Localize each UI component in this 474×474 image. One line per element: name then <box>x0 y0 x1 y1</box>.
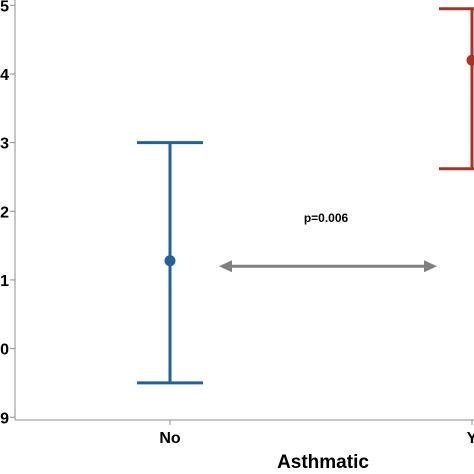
x-tick-label: Y <box>467 430 474 447</box>
x-tick-label: No <box>159 430 181 447</box>
y-tick-label: 1 <box>0 273 9 290</box>
comparison-arrow-head-right <box>424 260 437 273</box>
mean-point-yes <box>466 54 474 66</box>
x-axis-title: Asthmatic <box>277 452 369 473</box>
y-tick-label: 5 <box>0 0 9 15</box>
y-tick-label: 3 <box>0 136 9 153</box>
y-tick-label: 0 <box>0 342 9 359</box>
y-tick-label: 2 <box>0 204 9 221</box>
comparison-annotation: p=0.006 <box>219 211 437 273</box>
p-value-label: p=0.006 <box>304 211 349 225</box>
y-tick-label: 9 <box>0 410 9 427</box>
error-bars <box>137 7 474 385</box>
y-axis-ticks: 9 0 1 2 3 4 5 <box>0 0 15 427</box>
mean-point-no <box>164 255 176 267</box>
comparison-arrow-head-left <box>219 260 232 273</box>
x-axis-ticks: No Y <box>159 420 474 447</box>
y-tick-label: 4 <box>0 67 9 84</box>
